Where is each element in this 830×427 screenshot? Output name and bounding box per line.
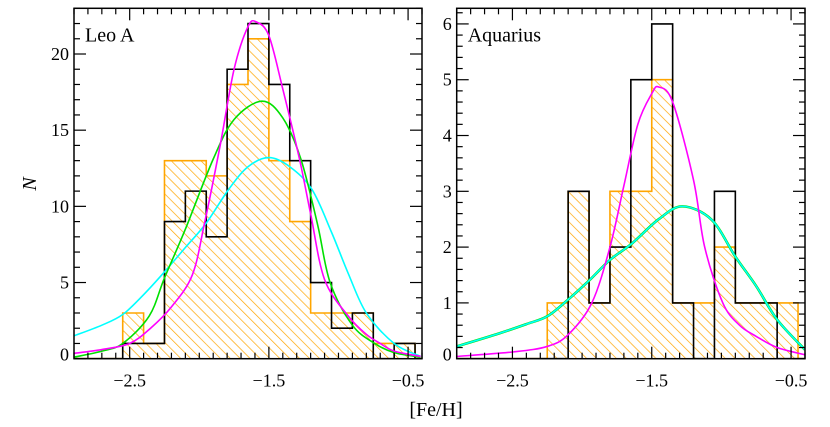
x-tick-label: −1.5	[253, 371, 286, 391]
y-tick-label: 2	[443, 237, 452, 257]
histogram-bar	[672, 302, 694, 359]
y-tick-label: 5	[443, 70, 452, 90]
y-tick-label: 4	[443, 126, 452, 146]
y-tick-label: 0	[60, 345, 69, 365]
y-tick-label: 15	[51, 120, 69, 140]
fit-curve	[74, 19, 421, 358]
y-tick-label: 10	[51, 196, 69, 216]
x-tick-label: −2.5	[113, 371, 146, 391]
histogram-bar	[248, 38, 269, 359]
fit-curve	[456, 85, 805, 358]
histogram-bar	[331, 312, 353, 359]
histogram-bar	[143, 343, 165, 359]
histogram-outline	[74, 22, 422, 359]
x-axis-title: [Fe/H]	[409, 399, 462, 421]
y-tick-label: 20	[51, 44, 69, 64]
histogram-outline	[456, 23, 805, 359]
histogram-bar	[206, 175, 228, 359]
histogram-bar	[609, 191, 631, 359]
histogram-bar	[693, 302, 715, 359]
fit-curve	[74, 156, 421, 358]
histogram-bar	[651, 79, 673, 359]
outline-histogram	[74, 22, 422, 359]
hatched-histogram	[74, 37, 422, 359]
ticks	[456, 8, 806, 360]
y-axis-title: N	[19, 176, 41, 192]
histogram-bar	[630, 191, 652, 359]
histogram-bar	[568, 191, 590, 359]
axes-frame	[455, 7, 806, 360]
y-tick-label: 3	[443, 181, 452, 201]
y-tick-label: 1	[443, 293, 452, 313]
ticks	[73, 7, 423, 360]
y-tick-label: 5	[60, 273, 69, 293]
x-tick-label: −0.5	[392, 371, 425, 391]
histogram-bar	[756, 302, 778, 359]
histogram-bar	[714, 247, 736, 359]
x-tick-label: −0.5	[775, 371, 808, 391]
x-tick-label: −1.5	[635, 371, 668, 391]
x-tick-label: −2.5	[496, 371, 529, 391]
fit-curve	[74, 100, 421, 358]
outline-histogram	[456, 23, 805, 359]
panel-label: Aquarius	[468, 24, 542, 46]
histogram-bar	[227, 84, 248, 359]
histogram-bar	[589, 302, 610, 359]
leo-a-panel: −2.5 −1.5 −0.5 0 5 10 15 20 Leo A	[51, 7, 425, 391]
y-tick-label: 0	[443, 345, 452, 365]
histogram-bar	[185, 160, 207, 359]
axes-frame	[73, 7, 423, 360]
histogram-bar	[310, 312, 332, 359]
panel-label: Leo A	[85, 24, 135, 46]
y-tick-label: 6	[443, 14, 452, 34]
histogram-bar	[373, 343, 395, 359]
fit-curve	[456, 205, 805, 351]
histogram-bar	[289, 221, 311, 359]
histogram-bar	[268, 160, 290, 359]
aquarius-panel: −2.5 −1.5 −0.5 0 1 2 3 4 5 6 Aquarius	[443, 7, 808, 391]
histogram-bar	[547, 302, 569, 359]
